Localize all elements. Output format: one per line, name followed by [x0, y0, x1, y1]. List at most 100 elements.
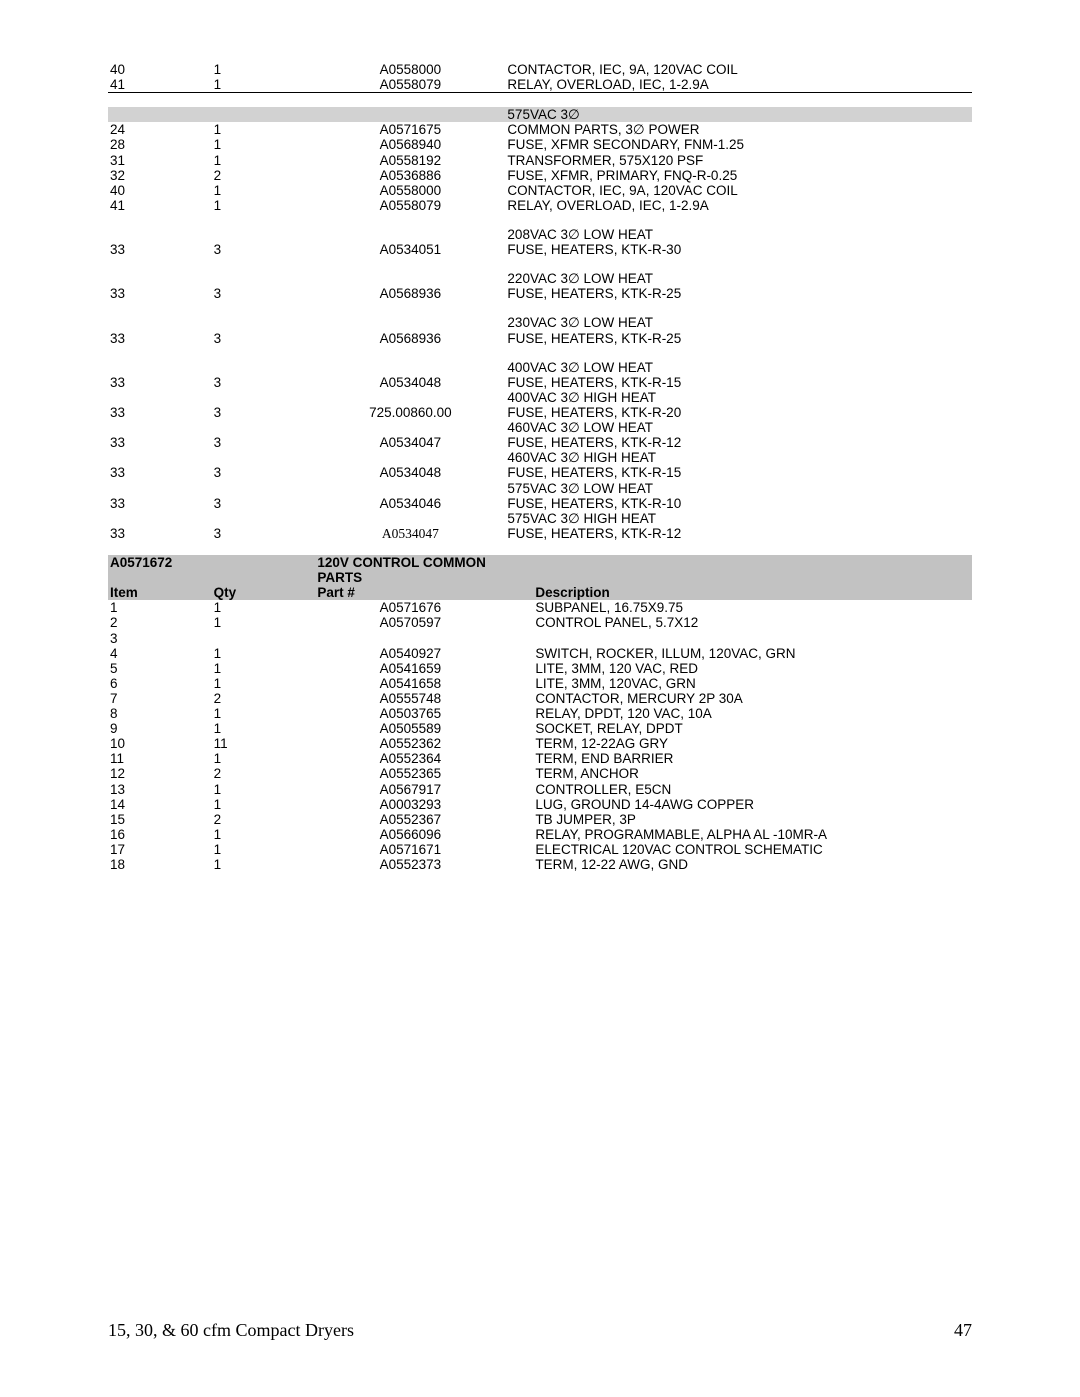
table-row: 111A0552364TERM, END BARRIER: [108, 751, 972, 766]
subsection-row: 230VAC 3∅ LOW HEAT: [108, 315, 972, 330]
table-row: 152A0552367TB JUMPER, 3P: [108, 812, 972, 827]
table-row: 241A0571675COMMON PARTS, 3∅ POWER: [108, 122, 972, 137]
page-footer: 15, 30, & 60 cfm Compact Dryers 47: [108, 1320, 972, 1341]
cell-desc: FUSE, HEATERS, KTK-R-30: [505, 242, 972, 257]
cell-desc: CONTACTOR, IEC, 9A, 120VAC COIL: [505, 183, 972, 198]
cell-item: 33: [108, 375, 212, 390]
subsection-row: 460VAC 3∅ LOW HEAT: [108, 420, 972, 435]
cell-desc: CONTROL PANEL, 5.7X12: [505, 615, 972, 630]
table-row: 161A0566096RELAY, PROGRAMMABLE, ALPHA AL…: [108, 827, 972, 842]
cell-desc: CONTROLLER, E5CN: [505, 782, 972, 797]
table-row: 333725.00860.00FUSE, HEATERS, KTK-R-20: [108, 405, 972, 420]
cell-part: A0534048: [315, 375, 505, 390]
subsection-label: 460VAC 3∅ HIGH HEAT: [505, 450, 972, 465]
cell-part: [315, 631, 505, 646]
cell-part: A0534047: [315, 435, 505, 450]
cell-qty: 1: [212, 153, 316, 168]
table-row: 181A0552373TERM, 12-22 AWG, GND: [108, 857, 972, 872]
cell-part: A0536886: [315, 168, 505, 183]
table-row: 333A0568936FUSE, HEATERS, KTK-R-25: [108, 331, 972, 346]
table-row: 311A0558192TRANSFORMER, 575X120 PSF: [108, 153, 972, 168]
cell-qty: 3: [212, 435, 316, 450]
cell-qty: 3: [212, 286, 316, 301]
header-qty: Qty: [212, 585, 316, 600]
cell-item: 8: [108, 706, 212, 721]
table-row: 141A0003293LUG, GROUND 14-4AWG COPPER: [108, 797, 972, 812]
cell-item: 4: [108, 646, 212, 661]
cell-item: 28: [108, 137, 212, 152]
cell-part: A0571675: [315, 122, 505, 137]
cell-qty: 1: [212, 661, 316, 676]
spacer-row: [108, 257, 972, 271]
table-row: 401A0558000CONTACTOR, IEC, 9A, 120VAC CO…: [108, 62, 972, 77]
footer-left: 15, 30, & 60 cfm Compact Dryers: [108, 1320, 354, 1341]
cell-desc: SUBPANEL, 16.75X9.75: [505, 600, 972, 615]
spacer-row: [108, 93, 972, 108]
table-row: 411A0558079RELAY, OVERLOAD, IEC, 1-2.9A: [108, 198, 972, 213]
cell-qty: 3: [212, 331, 316, 346]
cell-qty: 2: [212, 691, 316, 706]
cell-desc: FUSE, HEATERS, KTK-R-25: [505, 331, 972, 346]
cell-desc: CONTACTOR, MERCURY 2P 30A: [505, 691, 972, 706]
table-row: 333A0534047FUSE, HEATERS, KTK-R-12: [108, 526, 972, 541]
cell-desc: CONTACTOR, IEC, 9A, 120VAC COIL: [505, 62, 972, 77]
cell-qty: 1: [212, 77, 316, 93]
cell-qty: 1: [212, 857, 316, 872]
header-desc: Description: [505, 585, 972, 600]
subsection-row: 460VAC 3∅ HIGH HEAT: [108, 450, 972, 465]
cell-part: A0558079: [315, 77, 505, 93]
cell-item: 40: [108, 183, 212, 198]
page: 401A0558000CONTACTOR, IEC, 9A, 120VAC CO…: [0, 0, 1080, 872]
subsection-label: 220VAC 3∅ LOW HEAT: [505, 271, 972, 286]
cell-item: 13: [108, 782, 212, 797]
cell-desc: RELAY, OVERLOAD, IEC, 1-2.9A: [505, 77, 972, 93]
cell-item: 14: [108, 797, 212, 812]
cell-desc: TERM, 12-22AG GRY: [505, 736, 972, 751]
table-row: 51A0541659LITE, 3MM, 120 VAC, RED: [108, 661, 972, 676]
cell-qty: 1: [212, 782, 316, 797]
subsection-row: 400VAC 3∅ LOW HEAT: [108, 360, 972, 375]
cell-qty: 1: [212, 600, 316, 615]
cell-item: 41: [108, 198, 212, 213]
cell-desc: TB JUMPER, 3P: [505, 812, 972, 827]
subsection-label: 460VAC 3∅ LOW HEAT: [505, 420, 972, 435]
cell-item: 33: [108, 526, 212, 541]
group-title-row: A0571672 120V CONTROL COMMON PARTS: [108, 555, 972, 585]
table-row: 3: [108, 631, 972, 646]
cell-part: A0552373: [315, 857, 505, 872]
cell-qty: 1: [212, 706, 316, 721]
table-row: 72A0555748CONTACTOR, MERCURY 2P 30A: [108, 691, 972, 706]
footer-right: 47: [954, 1320, 972, 1341]
cell-part: A0541658: [315, 676, 505, 691]
cell-qty: 1: [212, 842, 316, 857]
cell-part: A0568936: [315, 286, 505, 301]
cell-item: 9: [108, 721, 212, 736]
cell-qty: 1: [212, 615, 316, 630]
cell-desc: SWITCH, ROCKER, ILLUM, 120VAC, GRN: [505, 646, 972, 661]
cell-qty: 1: [212, 676, 316, 691]
cell-item: 17: [108, 842, 212, 857]
cell-item: 7: [108, 691, 212, 706]
table-row: 11A0571676SUBPANEL, 16.75X9.75: [108, 600, 972, 615]
cell-item: 33: [108, 242, 212, 257]
cell-part: A0541659: [315, 661, 505, 676]
cell-part: A0534051: [315, 242, 505, 257]
subsection-row: 208VAC 3∅ LOW HEAT: [108, 227, 972, 242]
cell-qty: 1: [212, 751, 316, 766]
subsection-row: 575VAC 3∅ LOW HEAT: [108, 481, 972, 496]
spacer-row: [108, 213, 972, 227]
table-row: 333A0534048FUSE, HEATERS, KTK-R-15: [108, 465, 972, 480]
cell-desc: TRANSFORMER, 575X120 PSF: [505, 153, 972, 168]
cell-item: 1: [108, 600, 212, 615]
table-row: 122A0552365TERM, ANCHOR: [108, 766, 972, 781]
cell-item: 15: [108, 812, 212, 827]
cell-qty: 1: [212, 183, 316, 198]
cell-qty: 2: [212, 168, 316, 183]
cell-item: 33: [108, 331, 212, 346]
subsection-label: 400VAC 3∅ LOW HEAT: [505, 360, 972, 375]
table-row: 322A0536886FUSE, XFMR, PRIMARY, FNQ-R-0.…: [108, 168, 972, 183]
table-row: 333A0568936FUSE, HEATERS, KTK-R-25: [108, 286, 972, 301]
cell-part: A0003293: [315, 797, 505, 812]
cell-item: 6: [108, 676, 212, 691]
cell-part: A0558192: [315, 153, 505, 168]
